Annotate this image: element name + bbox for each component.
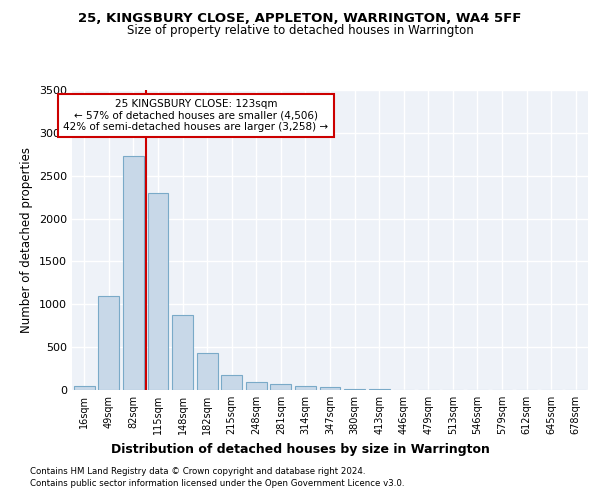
Bar — [74, 386, 95, 390]
Bar — [246, 382, 267, 390]
Text: Contains HM Land Registry data © Crown copyright and database right 2024.: Contains HM Land Registry data © Crown c… — [30, 468, 365, 476]
Bar — [148, 193, 169, 390]
Bar — [295, 386, 316, 390]
Text: Size of property relative to detached houses in Warrington: Size of property relative to detached ho… — [127, 24, 473, 37]
Bar — [172, 314, 193, 390]
Bar — [344, 388, 365, 390]
Bar — [320, 388, 340, 390]
Bar — [368, 389, 389, 390]
Text: Distribution of detached houses by size in Warrington: Distribution of detached houses by size … — [110, 442, 490, 456]
Bar — [98, 296, 119, 390]
Y-axis label: Number of detached properties: Number of detached properties — [20, 147, 34, 333]
Bar — [221, 376, 242, 390]
Bar — [271, 384, 292, 390]
Bar — [197, 353, 218, 390]
Text: 25 KINGSBURY CLOSE: 123sqm
← 57% of detached houses are smaller (4,506)
42% of s: 25 KINGSBURY CLOSE: 123sqm ← 57% of deta… — [63, 99, 328, 132]
Bar — [123, 156, 144, 390]
Text: 25, KINGSBURY CLOSE, APPLETON, WARRINGTON, WA4 5FF: 25, KINGSBURY CLOSE, APPLETON, WARRINGTO… — [79, 12, 521, 26]
Text: Contains public sector information licensed under the Open Government Licence v3: Contains public sector information licen… — [30, 479, 404, 488]
